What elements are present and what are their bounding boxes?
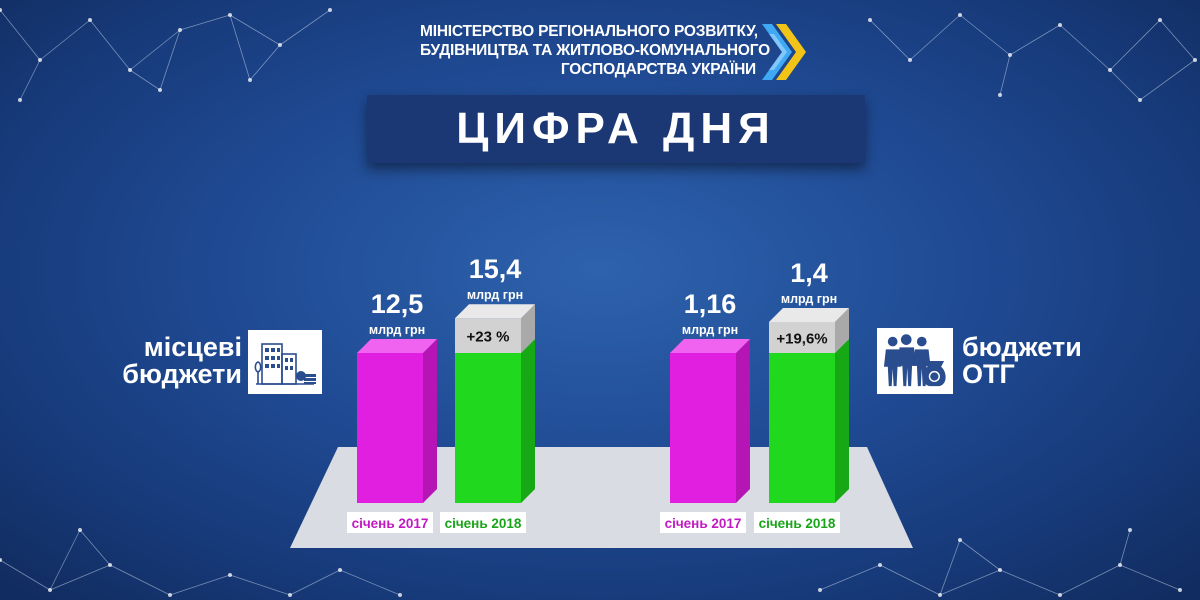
group-label-local-budgets: місцеві бюджети	[112, 334, 242, 388]
category-label: січень 2018	[754, 512, 840, 533]
ministry-logo	[762, 24, 806, 80]
unit-label: млрд грн	[369, 323, 425, 337]
bar-2018	[455, 339, 535, 503]
group-label-line: бюджети	[122, 359, 242, 389]
group-label-line: ОТГ	[962, 359, 1015, 389]
growth-cap	[455, 304, 535, 353]
page-title: ЦИФРА ДНЯ	[456, 104, 776, 153]
svg-text:січень 2017: січень 2017	[665, 516, 742, 531]
svg-text:січень 2017: січень 2017	[352, 516, 429, 531]
growth-label: +19,6%	[776, 330, 827, 347]
ministry-name-line: БУДІВНИЦТВА ТА ЖИТЛОВО-КОМУНАЛЬНОГО	[420, 42, 770, 59]
bar-2017	[357, 339, 437, 503]
svg-text:січень 2018: січень 2018	[445, 516, 522, 531]
value-label: 1,16	[684, 289, 737, 319]
bar-2018	[769, 339, 849, 503]
unit-label: млрд грн	[467, 288, 523, 302]
value-label: 12,5	[371, 289, 424, 319]
ministry-name: МІНІСТЕРСТВО РЕГІОНАЛЬНОГО РОЗВИТКУ, БУД…	[420, 22, 770, 79]
unit-label: млрд грн	[682, 323, 738, 337]
group-label-line: бюджети	[962, 332, 1082, 362]
bar-2017	[670, 339, 750, 503]
value-label: 15,4	[469, 254, 522, 284]
ministry-name-line: ГОСПОДАРСТВА УКРАЇНИ	[560, 61, 756, 78]
title-banner: ЦИФРА ДНЯ	[367, 95, 865, 163]
ministry-name-line: МІНІСТЕРСТВО РЕГІОНАЛЬНОГО РОЗВИТКУ,	[420, 23, 758, 40]
community-people-money-icon	[877, 328, 953, 394]
unit-label: млрд грн	[781, 292, 837, 306]
group-label-community-budgets: бюджети ОТГ	[962, 334, 1082, 388]
group-label-line: місцеві	[143, 332, 242, 362]
svg-text:січень 2018: січень 2018	[759, 516, 836, 531]
value-label: 1,4	[790, 258, 828, 288]
category-label: січень 2017	[660, 512, 746, 533]
category-label: січень 2018	[440, 512, 526, 533]
city-budget-icon	[248, 330, 322, 394]
growth-label: +23 %	[467, 329, 510, 346]
growth-cap	[769, 307, 849, 353]
category-label: січень 2017	[347, 512, 433, 533]
